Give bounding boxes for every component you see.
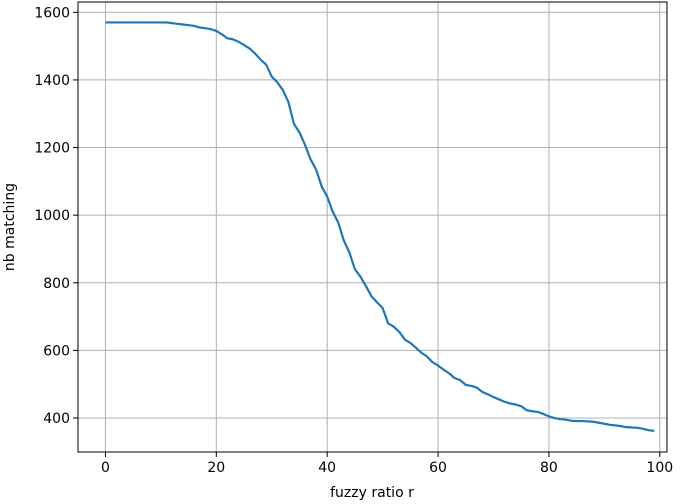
line (105, 21, 655, 432)
y-tick-label: 1600 (34, 5, 70, 21)
y-tick-label: 1400 (34, 73, 70, 89)
y-tick-label: 800 (43, 276, 70, 292)
y-tick-label: 1000 (34, 208, 70, 224)
y-tick-label: 600 (43, 343, 70, 359)
x-tick-label: 80 (540, 460, 558, 476)
x-tick-label: 60 (429, 460, 447, 476)
x-tick-label: 0 (101, 460, 110, 476)
y-tick-label: 400 (43, 411, 70, 427)
y-tick-label: 1200 (34, 141, 70, 157)
y-axis-label: nb matching (2, 183, 18, 271)
x-tick-label: 20 (207, 460, 225, 476)
x-tick-label: 40 (318, 460, 336, 476)
x-tick-label: 100 (646, 460, 673, 476)
plot-frame (77, 1, 668, 453)
x-axis-label: fuzzy ratio r (330, 485, 414, 501)
